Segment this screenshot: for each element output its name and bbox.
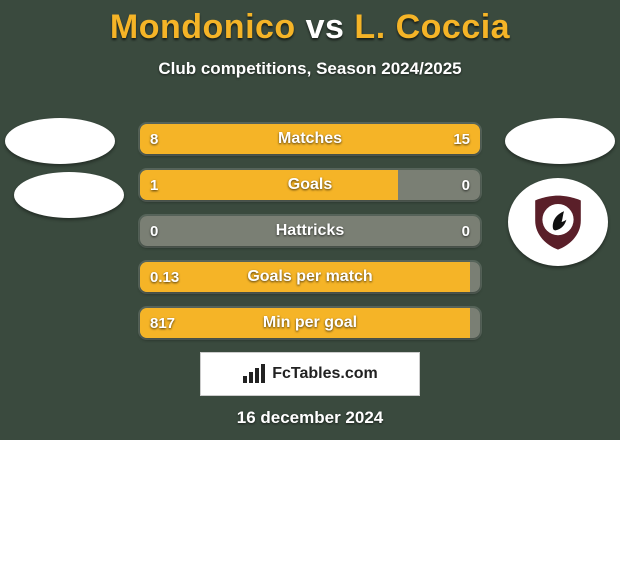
- stat-row: Hattricks0 0: [140, 216, 480, 246]
- stat-value-right: 0: [462, 216, 470, 246]
- avatar-left-2: [14, 172, 124, 218]
- stat-row: Goals1 0: [140, 170, 480, 200]
- stat-row: Min per goal817: [140, 308, 480, 338]
- title: Mondonico vs L. Coccia: [0, 0, 620, 47]
- stat-value-left: 817: [150, 308, 175, 338]
- stat-value-left: 8: [150, 124, 158, 154]
- stat-value-left: 0.13: [150, 262, 179, 292]
- subtitle: Club competitions, Season 2024/2025: [0, 59, 620, 79]
- avatar-right-1: [505, 118, 615, 164]
- brand-box[interactable]: FcTables.com: [200, 352, 420, 396]
- avatar-left-1: [5, 118, 115, 164]
- chart-icon: [242, 364, 266, 384]
- club-badge-shield: [520, 188, 596, 256]
- date: 16 december 2024: [0, 408, 620, 428]
- stat-bar-label: Goals: [140, 170, 480, 200]
- stat-value-right: 0: [462, 170, 470, 200]
- stat-bar-label: Min per goal: [140, 308, 480, 338]
- stat-row: Goals per match0.13: [140, 262, 480, 292]
- stat-bars: Matches815Goals10Hattricks00Goals per ma…: [140, 124, 480, 354]
- stat-value-left: 1: [150, 170, 158, 200]
- comparison-card: Mondonico vs L. Coccia Club competitions…: [0, 0, 620, 440]
- stat-row: Matches8 15: [140, 124, 480, 154]
- club-badge: [508, 178, 608, 266]
- title-vs: vs: [296, 8, 355, 46]
- brand-text: FcTables.com: [272, 365, 378, 383]
- stat-value-left: 0: [150, 216, 158, 246]
- stat-bar-label: Hattricks: [140, 216, 480, 246]
- stat-bar-label: Matches: [140, 124, 480, 154]
- stat-bar-label: Goals per match: [140, 262, 480, 292]
- shield-icon: [524, 192, 592, 252]
- title-player-left: Mondonico: [110, 8, 296, 46]
- title-player-right: L. Coccia: [354, 8, 510, 46]
- stat-value-right: 15: [453, 124, 470, 154]
